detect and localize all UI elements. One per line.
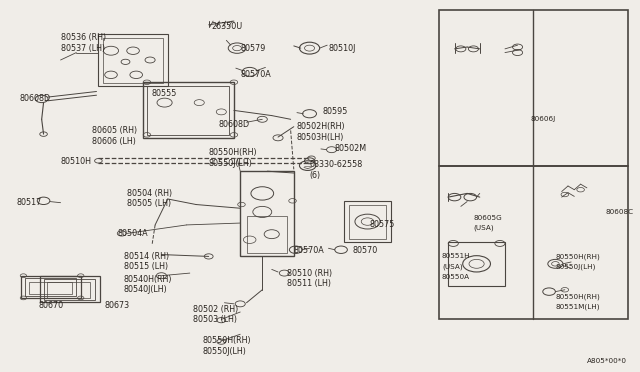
- Text: 08330-62558: 08330-62558: [310, 160, 363, 169]
- Text: 80502H(RH): 80502H(RH): [297, 122, 346, 131]
- Text: 80673: 80673: [105, 301, 130, 310]
- Text: 80504A: 80504A: [117, 229, 148, 238]
- Text: 80606 (LH): 80606 (LH): [92, 137, 136, 146]
- Text: 80515 (LH): 80515 (LH): [124, 262, 168, 271]
- Bar: [21, 276, 81, 298]
- Text: 80550A: 80550A: [442, 274, 470, 280]
- Bar: [439, 166, 628, 320]
- Bar: [25, 278, 76, 296]
- Text: 80605G: 80605G: [474, 215, 502, 221]
- Bar: [44, 279, 95, 300]
- Text: 80510J: 80510J: [328, 44, 356, 53]
- Text: A805*00*0: A805*00*0: [587, 358, 627, 364]
- Circle shape: [233, 45, 241, 51]
- Text: 80608D: 80608D: [20, 94, 51, 103]
- Text: 80504 (RH): 80504 (RH): [127, 189, 172, 198]
- Text: 80570A: 80570A: [294, 246, 324, 255]
- Text: 80550J(LH): 80550J(LH): [202, 347, 246, 356]
- Text: 80517: 80517: [17, 198, 42, 207]
- Text: 80511 (LH): 80511 (LH): [287, 279, 332, 288]
- Text: 80502M: 80502M: [335, 144, 367, 153]
- Text: 80510 (RH): 80510 (RH): [287, 269, 333, 278]
- Text: 80551M(LH): 80551M(LH): [556, 304, 600, 311]
- Bar: [143, 82, 234, 138]
- Text: 80555: 80555: [152, 89, 177, 98]
- Bar: [344, 201, 392, 241]
- Text: 80608D: 80608D: [218, 121, 250, 129]
- Text: 80550H(RH): 80550H(RH): [209, 148, 257, 157]
- Text: 80540J(LH): 80540J(LH): [124, 285, 167, 294]
- Text: 80540H(RH): 80540H(RH): [124, 275, 172, 284]
- Bar: [40, 276, 100, 302]
- Bar: [29, 282, 72, 294]
- Text: 26350U: 26350U: [212, 22, 243, 31]
- Bar: [103, 38, 163, 83]
- Text: 80570: 80570: [353, 246, 378, 255]
- Text: 80570A: 80570A: [240, 70, 271, 79]
- Text: 80505 (LH): 80505 (LH): [127, 199, 171, 208]
- Bar: [349, 205, 387, 238]
- Text: (6): (6): [310, 171, 321, 180]
- Text: 80605 (RH): 80605 (RH): [92, 126, 137, 135]
- Text: (USA): (USA): [474, 224, 494, 231]
- Text: 80502 (RH): 80502 (RH): [193, 305, 238, 314]
- Text: 80514 (RH): 80514 (RH): [124, 252, 169, 261]
- Bar: [147, 86, 229, 135]
- Bar: [99, 34, 168, 86]
- Text: 80550J(LH): 80550J(LH): [556, 263, 596, 270]
- Bar: [240, 171, 294, 256]
- Text: 80608C: 80608C: [606, 209, 634, 215]
- Text: 80575: 80575: [369, 221, 395, 230]
- Bar: [246, 216, 287, 253]
- Text: (USA): (USA): [442, 263, 463, 270]
- Text: 80579: 80579: [240, 44, 266, 53]
- Text: 80595: 80595: [322, 108, 348, 116]
- Text: 80536 (RH): 80536 (RH): [61, 33, 106, 42]
- Text: 80550J(LH): 80550J(LH): [209, 159, 253, 168]
- Text: 80550H(RH): 80550H(RH): [556, 253, 600, 260]
- Text: 80550H(RH): 80550H(RH): [202, 336, 251, 346]
- Text: 80503 (LH): 80503 (LH): [193, 315, 237, 324]
- Bar: [439, 10, 628, 166]
- Bar: [448, 241, 505, 286]
- Text: 80510H: 80510H: [61, 157, 92, 166]
- Text: 80503H(LH): 80503H(LH): [297, 132, 344, 142]
- Text: 80606J: 80606J: [530, 116, 556, 122]
- Text: 80537 (LH): 80537 (LH): [61, 44, 105, 53]
- Bar: [47, 282, 90, 298]
- Text: 80550H(RH): 80550H(RH): [556, 294, 600, 301]
- Text: 80670: 80670: [38, 301, 63, 310]
- Text: 80551H: 80551H: [442, 253, 470, 259]
